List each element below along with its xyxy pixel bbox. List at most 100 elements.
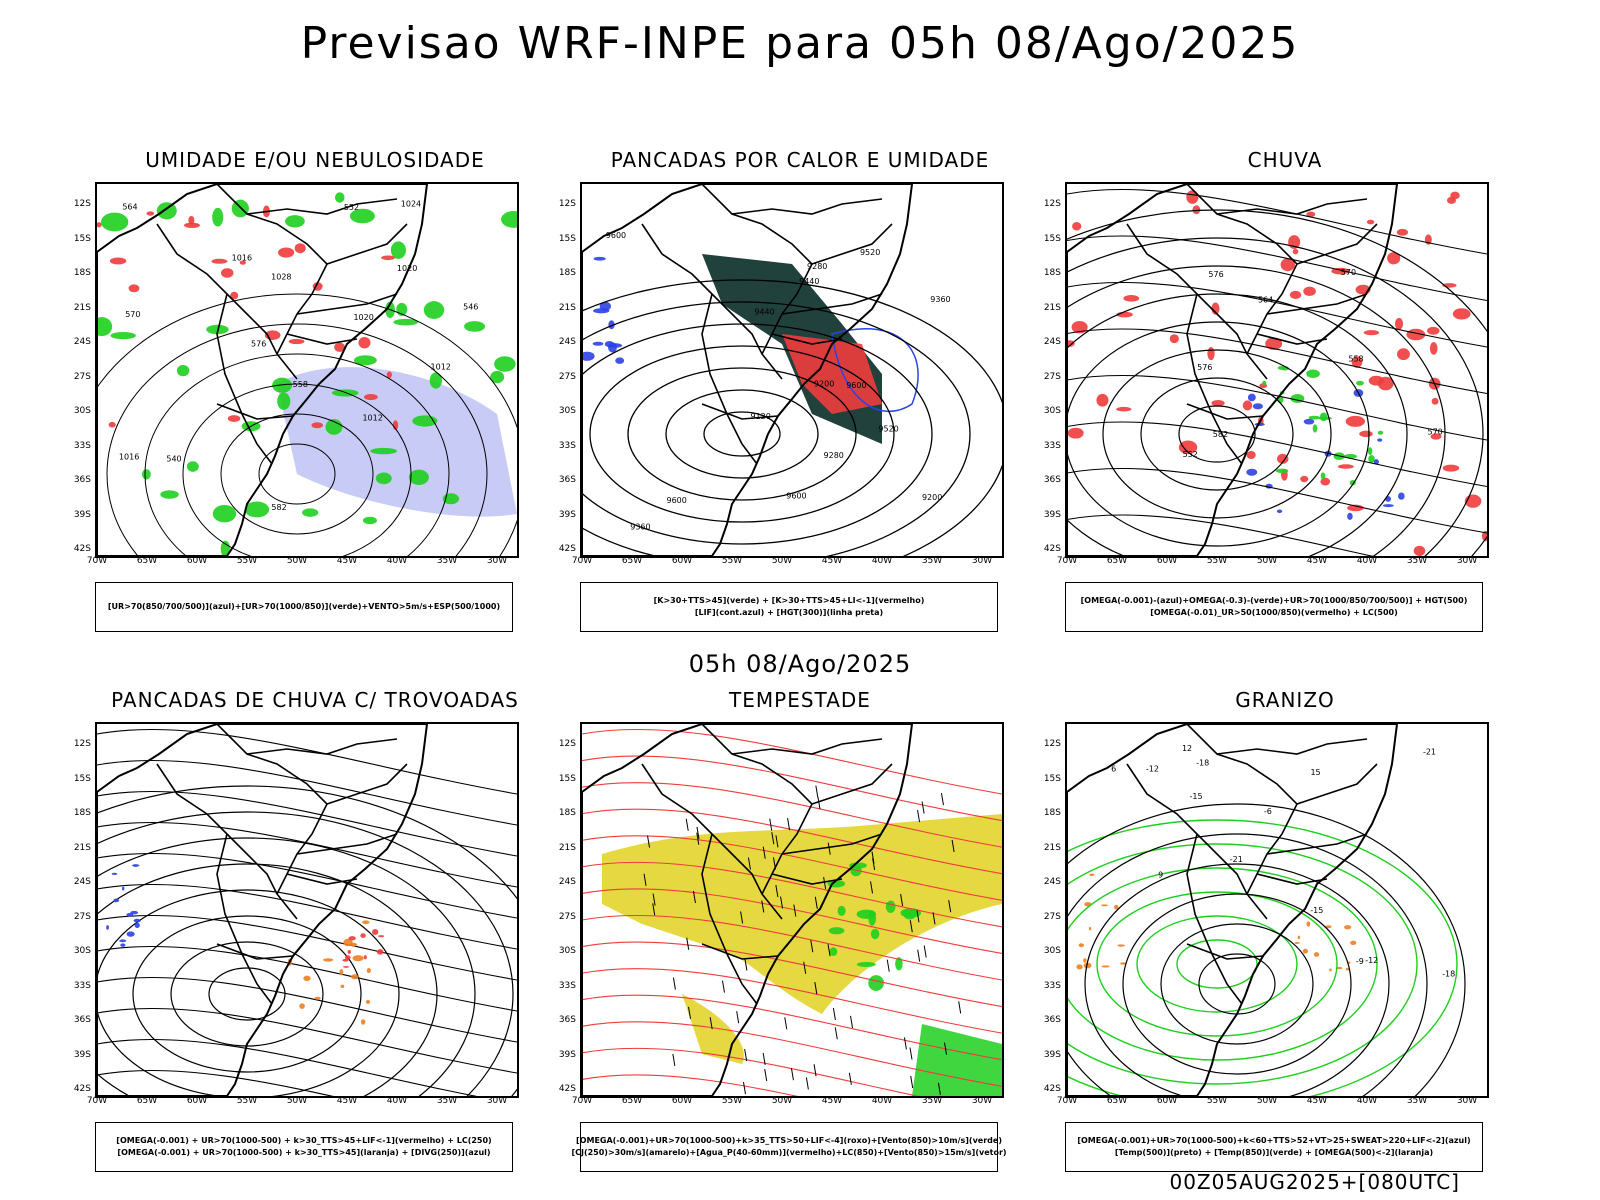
omega-green bbox=[1262, 380, 1267, 386]
green-contour bbox=[97, 317, 113, 337]
contour-label: 9440 bbox=[799, 277, 819, 286]
lon-tick-label: 70W bbox=[1056, 556, 1078, 566]
green-contour bbox=[156, 202, 177, 220]
contour-line bbox=[1067, 833, 1428, 1096]
wind-vector bbox=[775, 835, 779, 848]
red-contour bbox=[183, 222, 200, 229]
streamline bbox=[582, 808, 1002, 875]
red-area bbox=[360, 933, 366, 938]
green-contour bbox=[375, 472, 392, 485]
rain-area bbox=[1178, 440, 1198, 455]
lat-tick-label: 42S bbox=[558, 1084, 576, 1094]
rain-area bbox=[1413, 545, 1426, 556]
rain-area bbox=[1067, 427, 1084, 439]
rain-area bbox=[1431, 397, 1439, 405]
map-pancadas-trovoadas[interactable] bbox=[95, 722, 519, 1098]
border-line bbox=[296, 293, 398, 315]
lat-tick-label: 36S bbox=[73, 475, 91, 485]
panel-tempestade: TEMPESTADE 12S 15S 18S 21S 24S 27S 30S 33S 36S 39… bbox=[540, 688, 1060, 1198]
lat-tick-label: 21S bbox=[1043, 302, 1061, 313]
rain-area bbox=[1072, 221, 1082, 231]
legend-box: [OMEGA(-0.001) + UR>70(1000-500) + k>30_… bbox=[95, 1122, 513, 1172]
wind-vector bbox=[848, 1072, 852, 1085]
contour-label: 558 bbox=[293, 380, 308, 389]
legend-box: [OMEGA(-0.001)+UR>70(1000-500)+k<60+TTS>… bbox=[1065, 1122, 1483, 1172]
contour-line bbox=[208, 967, 286, 1021]
legend-line-1: [OMEGA(-0.001)+UR>70(1000-500)+k<60+TTS>… bbox=[1077, 1136, 1471, 1145]
lat-tick-label: 27S bbox=[1043, 371, 1061, 382]
map-granizo[interactable]: -6 -9 -12 -15 -18 -21 -21 -18 -15 -12 6 9 12 15 bbox=[1065, 722, 1489, 1098]
red-contour bbox=[311, 422, 324, 429]
legend-box: [OMEGA(-0.001)-(azul)+OMEGA(-0.3)-(verde… bbox=[1065, 582, 1483, 632]
streamline bbox=[582, 728, 1002, 795]
temp-850-contour bbox=[1096, 891, 1338, 1037]
legend-line-2: [Temp(500)](preto) + [Temp(850)](verde) … bbox=[1114, 1148, 1434, 1157]
green-contour bbox=[110, 331, 136, 340]
contour-line bbox=[589, 345, 895, 523]
border-line bbox=[286, 333, 358, 345]
lat-tick-label: 15S bbox=[1043, 233, 1061, 244]
wind-vector bbox=[742, 1081, 746, 1095]
lat-tick-label: 21S bbox=[73, 842, 91, 853]
contour-line bbox=[703, 411, 781, 457]
map-umidade[interactable]: 1016 1012 1020 1028 1024 1016 1012 1020 540 546 55… bbox=[95, 182, 519, 558]
temp-850-contour bbox=[1067, 843, 1418, 1085]
streamline bbox=[582, 941, 1002, 1008]
wind-vector bbox=[903, 1037, 907, 1050]
streamline bbox=[582, 1047, 920, 1096]
contour-label: 9600 bbox=[786, 492, 806, 501]
green-contour bbox=[186, 461, 199, 472]
contour-line bbox=[97, 837, 476, 1096]
contour-label: -12 bbox=[1146, 764, 1159, 773]
map-chuva[interactable]: 582 576 570 564 558 552 570 576 bbox=[1065, 182, 1489, 558]
green-contour bbox=[494, 356, 516, 372]
rain-area bbox=[1211, 302, 1220, 315]
border-line bbox=[1186, 833, 1243, 1005]
green-contour bbox=[501, 211, 517, 228]
map-tempestade[interactable] bbox=[580, 722, 1004, 1098]
map-pancadas-calor[interactable]: 9600 9600 9600 9600 9520 9520 9440 9440 9360 9280… bbox=[580, 182, 1004, 558]
omega-orange bbox=[1101, 965, 1110, 968]
rain-area bbox=[1071, 320, 1088, 334]
lon-tick-label: 40W bbox=[871, 556, 893, 566]
red-area bbox=[363, 955, 367, 960]
streamline bbox=[97, 852, 517, 919]
rain-area bbox=[1363, 330, 1380, 336]
panel-title: TEMPESTADE bbox=[729, 688, 871, 712]
wind-vector bbox=[672, 1053, 676, 1067]
wind-850-area bbox=[837, 905, 846, 917]
rain-area bbox=[1306, 211, 1316, 217]
border-line bbox=[1186, 403, 1264, 420]
lon-tick-label: 60W bbox=[671, 1096, 693, 1106]
green-contour bbox=[393, 318, 419, 326]
lon-tick-label: 35W bbox=[921, 1096, 943, 1106]
red-area bbox=[371, 929, 379, 935]
lon-axis: 70W 65W 60W 55W 50W 45W 40W 35W 30W bbox=[1057, 1096, 1485, 1110]
divergence-area bbox=[132, 864, 140, 867]
lon-tick-label: 50W bbox=[286, 1096, 308, 1106]
lon-tick-label: 45W bbox=[336, 556, 358, 566]
wind-vector bbox=[909, 920, 913, 933]
wind-vector bbox=[793, 904, 797, 917]
lon-tick-label: 45W bbox=[1306, 556, 1328, 566]
red-contour bbox=[294, 243, 306, 254]
contour-label: 9280 bbox=[824, 451, 844, 460]
lat-tick-label: 21S bbox=[558, 302, 576, 313]
border-line bbox=[1266, 833, 1368, 855]
lif-blob bbox=[592, 341, 604, 346]
lat-tick-label: 12S bbox=[73, 739, 91, 749]
wind-vector bbox=[652, 893, 656, 906]
omega-green bbox=[1320, 472, 1326, 480]
rain-area bbox=[1211, 400, 1225, 407]
contour-label: -15 bbox=[1189, 792, 1202, 801]
contour-label: -18 bbox=[1442, 969, 1455, 978]
panel-pancadas-calor: PANCADAS POR CALOR E UMIDADE 12S 15S 18S 21… bbox=[540, 148, 1060, 658]
lat-tick-label: 21S bbox=[558, 842, 576, 853]
divergence-area bbox=[121, 886, 125, 891]
lon-tick-label: 45W bbox=[336, 1096, 358, 1106]
border-line bbox=[811, 763, 893, 805]
border-line bbox=[246, 198, 398, 215]
run-footer: 00Z05AUG2025+[080UTC] bbox=[1169, 1170, 1460, 1194]
rain-area bbox=[1347, 504, 1364, 512]
coastline bbox=[582, 724, 914, 1096]
